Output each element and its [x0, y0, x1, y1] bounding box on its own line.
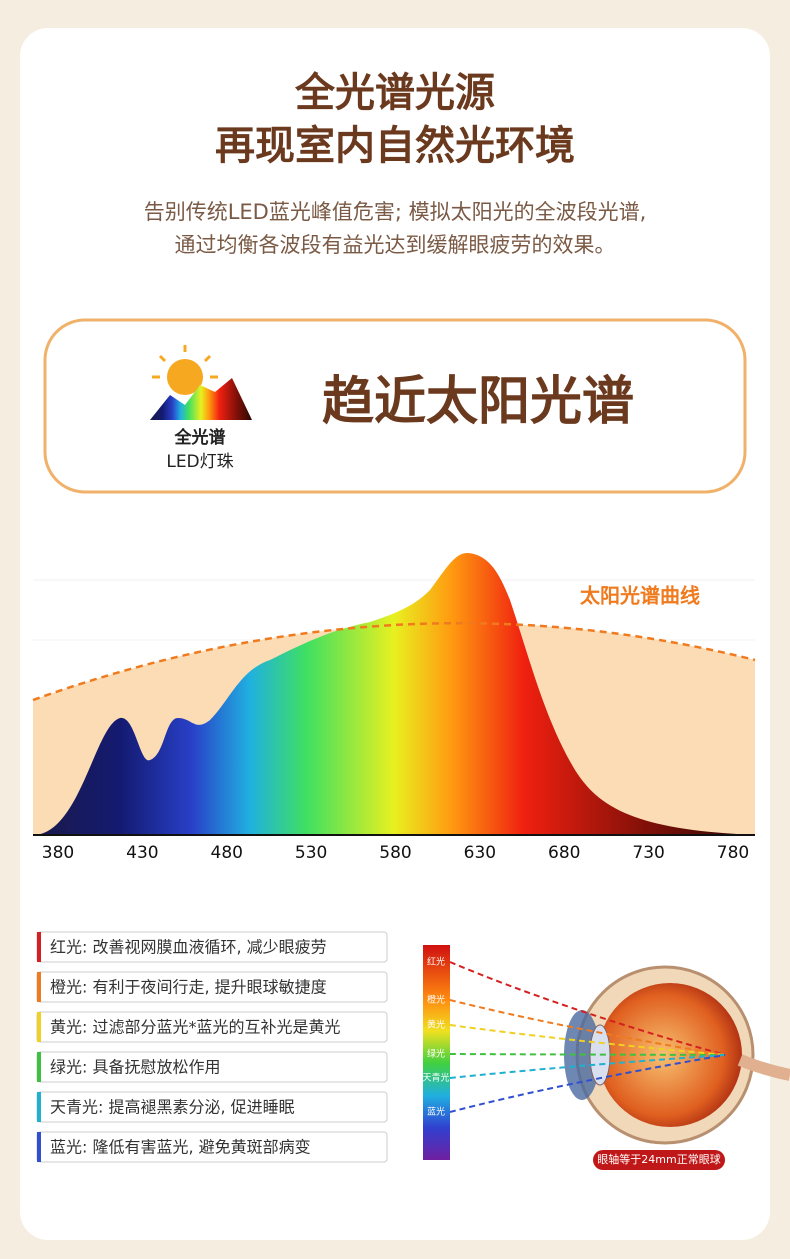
legend-bar: [37, 1012, 41, 1042]
ray-label: 黄光: [427, 1019, 445, 1031]
icon-label: LED灯珠: [166, 452, 233, 472]
subtitle: 告别传统LED蓝光峰值危害; 模拟太阳光的全波段光谱,: [144, 200, 647, 224]
sun-curve: [32, 621, 756, 702]
legend-bar: [37, 1092, 41, 1122]
badge-box: [43, 318, 747, 494]
tick-label: 430: [126, 843, 158, 863]
light-ray: [449, 1053, 726, 1056]
tick-label: 680: [548, 843, 580, 863]
spectrum: [33, 552, 755, 835]
curve-label: 太阳光谱曲线: [580, 584, 700, 608]
ray-label: 红光: [427, 956, 445, 968]
tick-label: 780: [717, 843, 749, 863]
tick-label: 530: [295, 843, 327, 863]
light-ray: [449, 1024, 726, 1056]
tick-label: 730: [632, 843, 664, 863]
tick-label: 480: [211, 843, 243, 863]
legend-text: 黄光: 过滤部分蓝光*蓝光的互补光是黄光: [50, 1018, 340, 1037]
legend-text: 天青光: 提高褪黑素分泌, 促进睡眠: [50, 1098, 295, 1117]
legend-text: 红光: 改善视网膜血液循环, 减少眼疲劳: [50, 938, 327, 957]
badge-text: 趋近太阳光谱: [322, 372, 634, 432]
ray-label: 橙光: [427, 994, 445, 1006]
legend-text: 蓝光: 隆低有害蓝光, 避免黄斑部病变: [50, 1138, 311, 1157]
ray-label: 天青光: [422, 1072, 449, 1084]
eye-caption: 眼轴等于24mm正常眼球: [597, 1152, 720, 1166]
legend-bar: [37, 1052, 41, 1082]
tick-label: 380: [42, 843, 74, 863]
subtitle: 通过均衡各波段有益光达到缓解眼疲劳的效果。: [175, 233, 616, 257]
icon-label: 全光谱: [174, 427, 226, 448]
caption-pill: [593, 1150, 725, 1170]
ray-label: 绿光: [427, 1048, 445, 1060]
color-bar: [423, 945, 450, 1160]
legend-text: 绿光: 具备抚慰放松作用: [50, 1058, 220, 1077]
legend-text: 橙光: 有利于夜间行走, 提升眼球敏捷度: [50, 978, 327, 997]
light-ray: [449, 961, 726, 1056]
legend-bar: [37, 932, 41, 962]
tick-label: 630: [464, 843, 496, 863]
tick-label: 580: [379, 843, 411, 863]
title: 再现室内自然光环境: [215, 123, 575, 169]
badge-icon: [150, 345, 252, 420]
legend-bar: [37, 972, 41, 1002]
legend-bar: [37, 1132, 41, 1162]
light-ray: [449, 1054, 726, 1079]
ray-label: 蓝光: [427, 1106, 445, 1118]
title: 全光谱光源: [294, 70, 495, 116]
